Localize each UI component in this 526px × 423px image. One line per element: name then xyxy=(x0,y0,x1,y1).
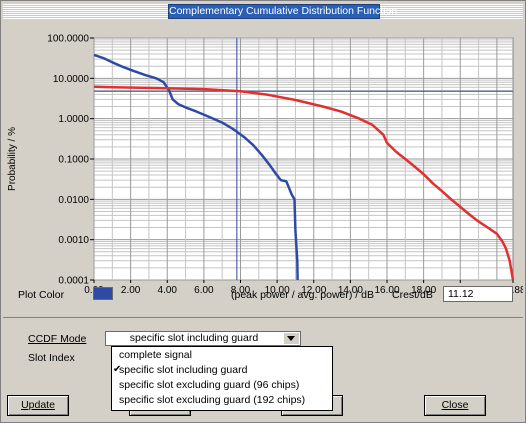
x-tick-label: 4.00 xyxy=(158,285,178,296)
chevron-down-icon[interactable] xyxy=(284,333,299,344)
x-tick-label: 16.00 xyxy=(374,285,399,296)
ccdf-mode-value: specific slot including guard xyxy=(129,332,259,344)
close-button[interactable]: Close xyxy=(424,395,486,416)
crest-value-field: 11.12 xyxy=(443,286,513,302)
y-tick-label: 0.1000 xyxy=(58,155,89,166)
x-axis-title: (peak power / avg. power) / dB xyxy=(231,289,374,301)
update-button-label: Update xyxy=(21,399,55,411)
y-tick-label: 100.0000 xyxy=(47,34,89,45)
window-title: Complementary Cumulative Distribution Fu… xyxy=(168,4,398,19)
title-bar: Complementary Cumulative Distribution Fu… xyxy=(3,4,523,19)
slot-index-label: Slot Index xyxy=(28,352,75,364)
y-tick-label: 0.0001 xyxy=(58,276,89,287)
plot-color-label: Plot Color xyxy=(18,289,65,301)
x-tick-label: 12.00 xyxy=(301,285,326,296)
series-line-1 xyxy=(93,85,515,281)
plot-color-swatch[interactable] xyxy=(93,287,113,300)
dropdown-option-excluding-96[interactable]: specific slot excluding guard (96 chips) xyxy=(119,379,300,391)
x-tick-label: 2.00 xyxy=(121,285,141,296)
x-tick-label: 8.00 xyxy=(231,285,251,296)
x-tick-label: 14.00 xyxy=(338,285,363,296)
series-line-0 xyxy=(93,53,299,281)
ccdf-mode-select[interactable]: specific slot including guard xyxy=(105,331,301,346)
dropdown-option-including-guard[interactable]: ✔ specific slot including guard xyxy=(113,364,248,376)
close-button-label: Close xyxy=(441,399,469,411)
y-tick-label: 0.0010 xyxy=(58,235,89,246)
x-tick-label: 10.00 xyxy=(265,285,290,296)
x-tick-label: 6.00 xyxy=(194,285,214,296)
dropdown-option-excluding-192[interactable]: specific slot excluding guard (192 chips… xyxy=(119,394,306,406)
update-button[interactable]: Update xyxy=(7,395,69,416)
dropdown-option-complete-signal[interactable]: complete signal xyxy=(119,349,192,361)
ccdf-mode-label: CCDF Mode xyxy=(28,333,87,345)
plot-panel: 100.0000 10.0000 1.0000 0.1000 0.0100 0.0010 0… xyxy=(3,20,523,312)
x-tick-label: 18.00 xyxy=(411,285,436,296)
y-tick-label: 1.0000 xyxy=(58,114,89,125)
y-axis-label: Probability / % xyxy=(7,127,18,191)
check-icon: ✔ xyxy=(113,364,122,375)
y-tick-label: 10.0000 xyxy=(53,74,90,85)
y-tick-label: 0.0100 xyxy=(58,195,89,206)
ccdf-mode-dropdown-list: complete signal ✔ specific slot including… xyxy=(111,346,333,411)
crest-label: Crest/dB xyxy=(392,289,433,301)
ccdf-chart: 100.0000 10.0000 1.0000 0.1000 0.0100 0.0010 0… xyxy=(7,34,523,297)
